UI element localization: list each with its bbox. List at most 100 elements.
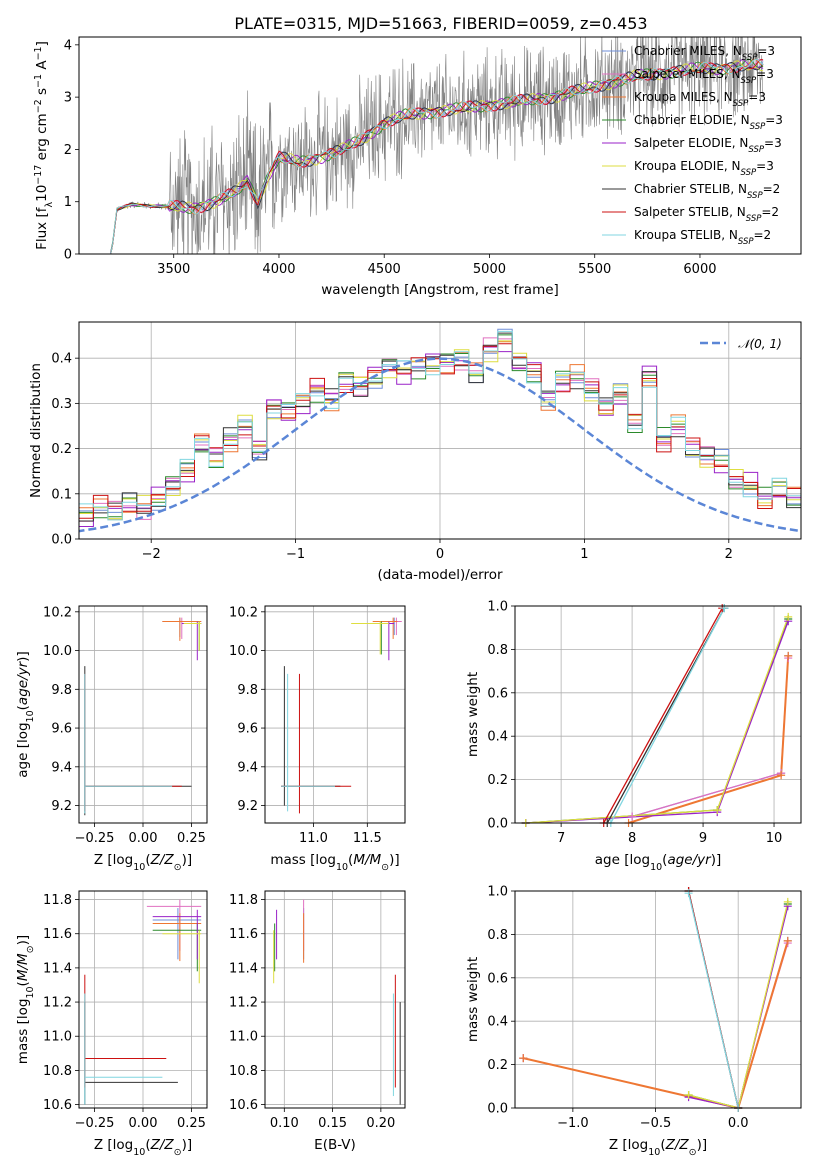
weight-line-salpeter-miles	[525, 658, 789, 823]
x-axis-label: (data-model)/error	[377, 567, 503, 583]
weight-line-kroupa-stelib	[610, 607, 725, 823]
x-tick-label: −1	[286, 547, 305, 562]
label-part: −2	[33, 99, 44, 113]
weight-marker-kroupa-miles	[777, 771, 786, 780]
model-salpeter-stelib	[110, 59, 764, 254]
y-tick-label: 0	[64, 248, 72, 263]
x-axis-label: wavelength [Angstrom, rest frame]	[321, 282, 559, 298]
legend-subscript: SSP	[741, 76, 757, 86]
axes-frame	[514, 890, 802, 1109]
y-tick-label: 11.0	[43, 1030, 72, 1045]
label-part: 10	[133, 1147, 145, 1158]
cross-body	[84, 899, 202, 1105]
label-part: Z/Z	[150, 1137, 175, 1153]
legend-text: =3	[756, 67, 774, 81]
y-tick-label: 9.2	[51, 799, 72, 814]
y-tick-label: 11.8	[43, 893, 72, 908]
y-tick-label: 9.4	[237, 760, 258, 775]
x-tick-label: 11.5	[353, 831, 382, 846]
axes-frame	[78, 36, 802, 255]
label-part: 10	[25, 710, 36, 722]
spectrum-body	[110, 37, 764, 254]
label-part: )]	[697, 1137, 708, 1153]
y-tick-label: 9.2	[237, 799, 258, 814]
x-tick-label: 11.0	[299, 831, 328, 846]
legend-text: Salpeter ELODIE, N	[634, 136, 748, 150]
x-tick-label: −0.25	[75, 1116, 115, 1131]
legend-label: Chabrier MILES, NSSP=3	[634, 44, 775, 63]
y-tick-label: 0.3	[51, 397, 72, 412]
axes-frame	[264, 890, 406, 1109]
legend-subscript: SSP	[750, 122, 766, 132]
hist-body	[79, 328, 801, 533]
y-axis-label: Normed distribution	[28, 363, 44, 498]
y-tick-label: 1.0	[487, 885, 508, 900]
x-tick-label: 0.10	[270, 1116, 299, 1131]
plot-layer: 3500 4000 4500 5000 5500 6000 0 1 2 3 4 Chabrier MI…	[15, 36, 802, 1158]
label-part: (	[15, 705, 31, 710]
legend-text: =3	[764, 136, 782, 150]
legend-text: Kroupa MILES, N	[634, 90, 733, 104]
label-part: (	[348, 852, 353, 868]
x-axis-label: mass [log10(M/M⊙)]	[270, 852, 399, 873]
y-axis-label: mass [log10(M/M⊙)]	[15, 935, 36, 1064]
axes-frame	[78, 605, 208, 824]
legend-text: Kroupa ELODIE, N	[634, 159, 741, 173]
x-tick-label: 9	[699, 831, 707, 846]
x-tick-label: −1.0	[557, 1116, 589, 1131]
weight-marker-kroupa-stelib	[720, 604, 729, 613]
label-part: mass [log	[270, 852, 336, 868]
legend-text: Chabrier MILES, N	[634, 44, 742, 58]
normal-curve	[79, 357, 801, 533]
legend-text: =3	[765, 113, 783, 127]
y-tick-label: 10.2	[229, 605, 258, 620]
legend-text: Chabrier STELIB, N	[634, 182, 747, 196]
x-tick-label: 1	[580, 547, 588, 562]
label-part: age/yr	[667, 852, 712, 868]
weight-marker-kroupa-miles	[783, 936, 792, 945]
legend-label: Chabrier STELIB, NSSP=2	[634, 182, 780, 201]
legend-text: Salpeter STELIB, N	[634, 205, 746, 219]
legend-label: Kroupa MILES, NSSP=3	[634, 90, 766, 109]
x-tick-label: 5500	[578, 262, 611, 277]
label-part: 10	[25, 986, 36, 998]
legend-text: Chabrier ELODIE, N	[634, 113, 750, 127]
weight-marker-kroupa-elodie	[784, 612, 793, 621]
x-tick-label: −2	[142, 547, 161, 562]
x-tick-label: 6000	[683, 262, 716, 277]
y-tick-label: 11.6	[43, 927, 72, 942]
cross-body	[281, 617, 402, 814]
y-tick-label: 0.2	[51, 442, 72, 457]
label-part: mass [log	[15, 999, 31, 1065]
weight-body	[523, 891, 789, 1108]
y-tick-label: 0.6	[487, 686, 508, 701]
y-tick-label: 10.8	[43, 1064, 72, 1079]
label-part: age/yr	[15, 660, 31, 705]
x-tick-label: 4000	[262, 262, 295, 277]
weight-line-kroupa-miles	[523, 940, 789, 1108]
y-axis-label: mass weight	[465, 672, 481, 757]
model-kroupa-stelib	[110, 58, 764, 254]
y-tick-label: 11.8	[229, 893, 258, 908]
y-tick-label: 0.1	[51, 487, 72, 502]
axes-frame	[78, 321, 802, 540]
x-tick-label: 0.25	[177, 831, 206, 846]
label-part: Z [log	[94, 852, 133, 868]
y-tick-label: 11.2	[43, 996, 72, 1011]
x-axis-label: Z [log10(Z/Z⊙)]	[609, 1137, 707, 1158]
x-tick-label: 10	[766, 831, 783, 846]
label-part: −1	[33, 46, 44, 60]
legend-label: Kroupa ELODIE, NSSP=3	[634, 159, 774, 178]
label-part: ⊙	[25, 945, 36, 953]
x-tick-label: 0.0	[728, 1116, 749, 1131]
panel-6: −0.25 0.00 0.25 10.6 10.8 11.0 11.2 11.4 11.6 11.…	[15, 890, 208, 1158]
x-tick-label: 0.00	[129, 831, 158, 846]
y-tick-label: 1	[64, 195, 72, 210]
legend-text: =2	[754, 228, 772, 242]
panel-4: 11.0 11.5 9.2 9.4 9.6 9.8 10.0 10.2 mass [log10(…	[229, 605, 406, 873]
y-tick-label: 11.2	[229, 996, 258, 1011]
label-part: Flux [f	[34, 206, 50, 250]
label-part: 10	[34, 185, 50, 202]
legend-label: Salpeter MILES, NSSP=3	[634, 67, 774, 86]
x-tick-label: 5000	[473, 262, 506, 277]
